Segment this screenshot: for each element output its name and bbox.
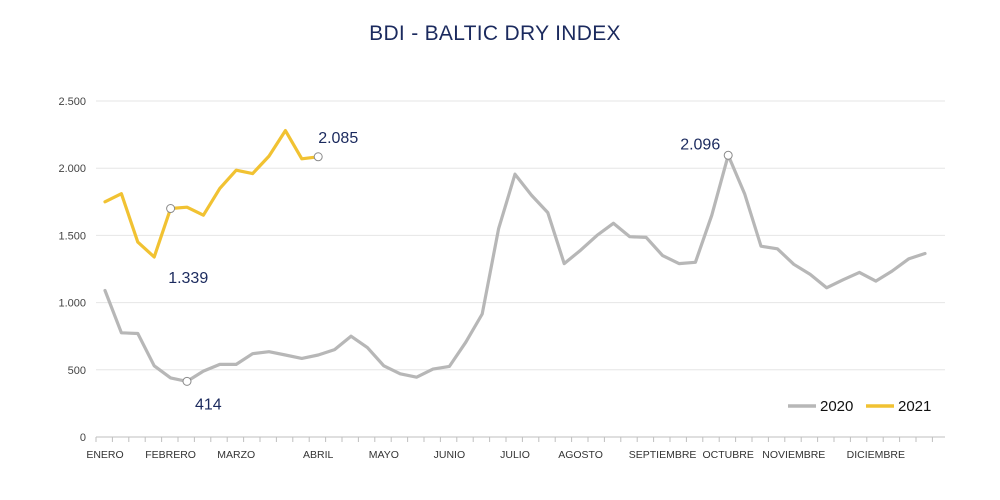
y-tick-label: 2.000 [58, 163, 86, 175]
x-tick-label: DICIEMBRE [847, 449, 905, 461]
point-marker [166, 204, 176, 214]
x-axis-ticks: ENERO FEBRERO MARZO ABRIL MAYO JUNIO JULIO AGOS… [86, 449, 905, 461]
y-tick-label: 1.500 [58, 230, 86, 242]
x-tick-label: NOVIEMBRE [762, 449, 825, 461]
y-tick-label: 500 [68, 365, 86, 377]
point-markers [166, 150, 733, 386]
point-marker [723, 150, 733, 160]
y-tick-label: 2.500 [58, 96, 86, 108]
data-label: 2.085 [318, 130, 358, 147]
x-tick-label: ABRIL [303, 449, 334, 461]
x-axis [95, 436, 945, 442]
point-marker [313, 152, 323, 162]
series-lines [103, 129, 927, 383]
legend: 2020 2021 [788, 398, 931, 415]
y-tick-label: 0 [80, 432, 86, 444]
x-tick-label: SEPTIEMBRE [629, 449, 697, 461]
gridlines [96, 100, 945, 371]
legend-label-2020: 2020 [820, 398, 853, 415]
data-label: 2.096 [680, 136, 720, 153]
x-tick-label: MAYO [369, 449, 399, 461]
series-line-2020 [103, 153, 927, 383]
chart-title: BDI - BALTIC DRY INDEX [369, 22, 621, 45]
series-line-2021 [103, 129, 320, 259]
x-tick-label: FEBRERO [145, 449, 196, 461]
y-axis-ticks: 0 500 1.000 1.500 2.000 2.500 [58, 96, 86, 444]
x-tick-label: JULIO [500, 449, 530, 461]
x-tick-label: JUNIO [434, 449, 466, 461]
x-tick-label: MARZO [217, 449, 255, 461]
data-label: 414 [195, 396, 222, 413]
x-tick-label: ENERO [86, 449, 123, 461]
data-annotations: 2.085 1.339 414 2.096 [168, 130, 720, 414]
legend-label-2021: 2021 [898, 398, 931, 415]
data-label: 1.339 [168, 270, 208, 287]
y-tick-label: 1.000 [58, 298, 86, 310]
x-tick-label: AGOSTO [558, 449, 603, 461]
point-marker [182, 376, 192, 386]
x-tick-label: OCTUBRE [703, 449, 754, 461]
